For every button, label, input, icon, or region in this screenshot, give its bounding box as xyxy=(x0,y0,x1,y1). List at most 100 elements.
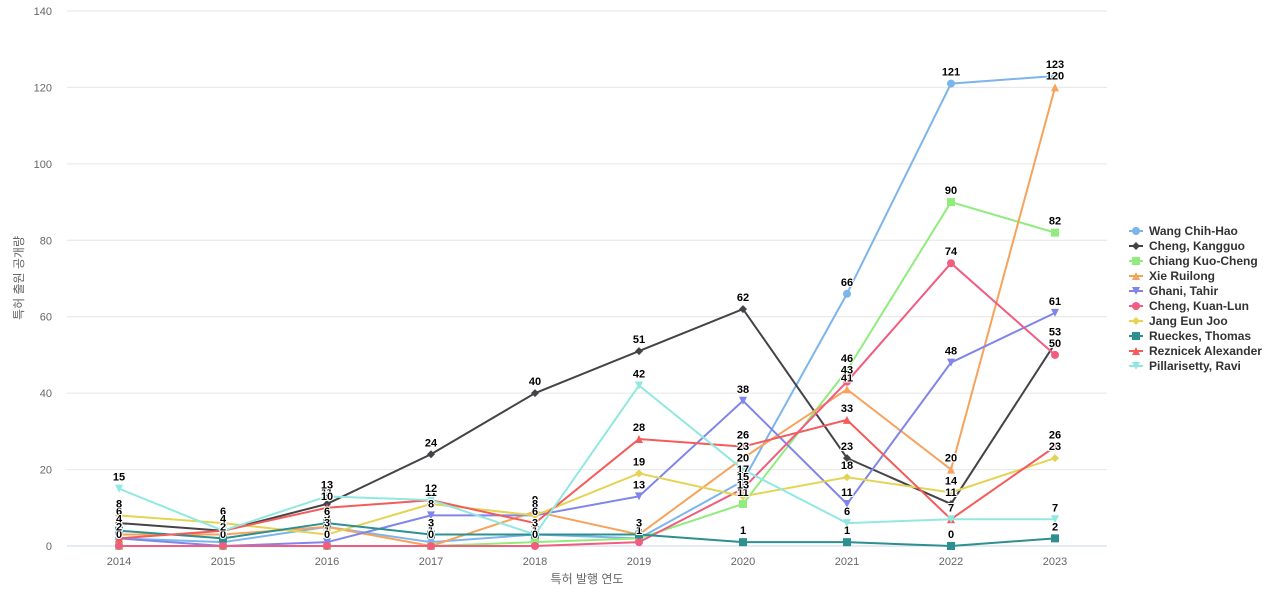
legend-label: Wang Chih-Hao xyxy=(1149,224,1238,238)
data-label: 3 xyxy=(428,518,434,530)
x-tick-label: 2019 xyxy=(627,556,651,568)
data-label: 18 xyxy=(841,460,853,472)
data-label: 66 xyxy=(841,277,853,289)
data-label: 11 xyxy=(425,487,437,499)
data-label: 5 xyxy=(324,510,330,522)
x-axis-title: 특허 발행 연도 xyxy=(551,571,624,586)
data-label: 50 xyxy=(1049,338,1061,350)
data-label: 6 xyxy=(532,506,538,518)
point xyxy=(219,542,227,550)
data-label: 3 xyxy=(636,518,642,530)
data-label: 62 xyxy=(737,292,749,304)
data-label: 5 xyxy=(324,510,330,522)
data-label: 1 xyxy=(324,525,330,537)
data-label: 1 xyxy=(844,525,850,537)
data-label: 0 xyxy=(116,529,122,541)
legend-label: Chiang Kuo-Cheng xyxy=(1149,254,1258,268)
data-label: 4 xyxy=(116,514,123,526)
y-tick-label: 60 xyxy=(40,312,52,324)
data-label: 2 xyxy=(636,521,642,533)
y-tick-label: 140 xyxy=(34,6,52,18)
series xyxy=(115,259,1059,550)
data-label: 15 xyxy=(113,472,125,484)
data-label: 12 xyxy=(425,483,437,495)
data-label: 53 xyxy=(1049,326,1061,338)
data-label: 6 xyxy=(324,506,330,518)
point xyxy=(947,465,955,474)
series xyxy=(115,305,1059,535)
point xyxy=(427,542,435,550)
data-label: 8 xyxy=(532,498,538,510)
point xyxy=(739,492,747,501)
data-label: 7 xyxy=(948,502,954,514)
point xyxy=(427,496,435,505)
x-tick-label: 2021 xyxy=(835,556,859,568)
data-label: 1 xyxy=(636,525,642,537)
point xyxy=(739,305,747,314)
legend-symbol xyxy=(1132,257,1140,265)
data-label: 0 xyxy=(428,529,434,541)
data-label: 4 xyxy=(220,514,227,526)
data-label: 10 xyxy=(321,491,333,503)
point xyxy=(843,499,851,508)
point xyxy=(323,519,331,528)
point xyxy=(635,492,643,501)
data-label: 0 xyxy=(428,529,434,541)
legend-symbol xyxy=(1132,272,1140,280)
legend-label: Jang Eun Joo xyxy=(1149,314,1228,328)
data-label: 8 xyxy=(428,498,434,510)
data-label: 20 xyxy=(945,453,957,465)
data-label: 2 xyxy=(116,521,122,533)
point xyxy=(843,473,851,482)
data-label: 7 xyxy=(948,502,954,514)
point xyxy=(531,519,539,528)
data-label: 2 xyxy=(636,521,642,533)
series xyxy=(115,308,1059,550)
data-label: 6 xyxy=(220,506,226,518)
point xyxy=(1051,71,1059,80)
data-label: 74 xyxy=(945,246,958,258)
point xyxy=(739,396,747,405)
data-label: 4 xyxy=(220,514,227,526)
data-label: 3 xyxy=(532,518,538,530)
series xyxy=(115,381,1059,539)
legend-label: Ghani, Tahir xyxy=(1149,284,1218,298)
point xyxy=(531,542,539,550)
point xyxy=(1051,515,1059,524)
point xyxy=(635,435,643,443)
data-label: 3 xyxy=(532,518,538,530)
point xyxy=(1051,308,1059,317)
data-label: 24 xyxy=(425,437,438,449)
data-label: 3 xyxy=(532,518,538,530)
y-tick-label: 0 xyxy=(46,541,52,553)
data-label: 38 xyxy=(737,384,749,396)
data-label: 23 xyxy=(1049,441,1061,453)
point xyxy=(115,534,123,543)
data-label: 26 xyxy=(737,430,749,442)
point xyxy=(843,538,851,547)
data-label: 42 xyxy=(633,369,645,381)
point xyxy=(947,515,955,524)
data-label: 23 xyxy=(737,441,749,453)
y-tick-label: 80 xyxy=(40,235,52,247)
data-label: 2 xyxy=(116,521,122,533)
point xyxy=(635,530,643,539)
point xyxy=(843,454,851,463)
point xyxy=(947,499,955,508)
data-label: 15 xyxy=(737,472,749,484)
data-label: 4 xyxy=(220,514,227,526)
data-label: 0 xyxy=(220,529,226,541)
legend-label: Xie Ruilong xyxy=(1149,269,1215,283)
series xyxy=(115,454,1059,539)
point xyxy=(1051,228,1059,237)
data-label: 41 xyxy=(841,372,853,384)
data-label: 1 xyxy=(428,525,434,537)
data-label: 0 xyxy=(324,529,330,541)
point xyxy=(739,442,747,451)
data-label: 14 xyxy=(945,476,958,488)
data-label: 0 xyxy=(428,529,434,541)
point xyxy=(947,542,955,550)
data-label: 11 xyxy=(737,487,749,499)
x-tick-label: 2016 xyxy=(315,556,339,568)
point xyxy=(843,366,851,375)
